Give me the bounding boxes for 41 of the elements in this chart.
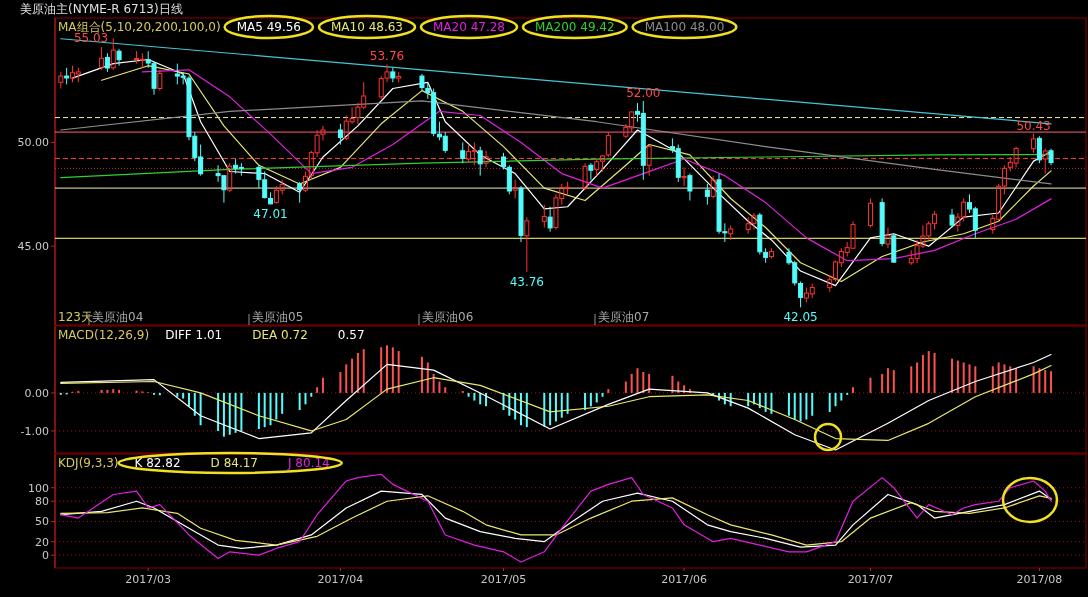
y-tick-label: 20 — [35, 535, 49, 549]
text: MA200 49.42 — [535, 20, 615, 34]
chart-subtitle: MA组合(5,10,20,200,100,0) — [58, 20, 221, 34]
x-tick-label: 2017/05 — [480, 573, 527, 586]
chart-title: 美原油主(NYME-R 6713)日线 — [20, 2, 183, 16]
y-tick-label: 100 — [28, 481, 49, 495]
x-tick-label: 2017/07 — [847, 573, 894, 586]
y-tick-label: -1.00 — [20, 424, 49, 438]
annotation: 53.76 — [369, 49, 405, 64]
annotation: 美原油06 — [422, 310, 474, 324]
x-tick-label: 2017/04 — [317, 573, 364, 586]
text: MA100 48.00 — [644, 20, 725, 34]
y-tick-label: 50 — [35, 515, 49, 529]
series-label: J 80.14 — [287, 456, 330, 470]
text: DIFF 1.01 — [165, 328, 223, 342]
x-tick-label: 2017/03 — [125, 573, 172, 586]
y-tick-label: 50.00 — [17, 136, 49, 150]
annotation: 52.00 — [626, 85, 661, 100]
annotation: 美原油07 — [598, 310, 650, 324]
annotation: 美原油04 — [92, 310, 144, 324]
annotation: 50.43 — [1016, 118, 1051, 133]
text: DEA 0.72 — [252, 328, 308, 342]
annotation: 美原油05 — [252, 310, 304, 324]
text: D 84.17 — [210, 456, 259, 470]
annotation: 0.57 — [337, 328, 365, 342]
text: MA5 49.56 — [236, 20, 301, 34]
x-tick-label: 2017/08 — [1016, 573, 1063, 586]
chart-title: KDJ(9,3,3) — [58, 456, 119, 470]
annotation: 123天 — [58, 310, 93, 324]
chart-title: MACD(12,26,9) — [58, 328, 150, 342]
y-tick-label: 0 — [42, 549, 49, 563]
annotation: 42.05 — [783, 310, 818, 325]
y-tick-label: 80 — [35, 495, 49, 509]
annotation: 43.76 — [509, 274, 544, 289]
y-tick-label: 45.00 — [17, 240, 49, 254]
x-tick-label: 2017/06 — [661, 573, 707, 586]
text: K 82.82 — [134, 456, 181, 470]
annotation: 47.01 — [253, 207, 288, 222]
text: MA10 48.63 — [331, 20, 403, 34]
y-tick-label: 0.00 — [24, 386, 49, 400]
text: MA20 47.28 — [433, 20, 505, 34]
